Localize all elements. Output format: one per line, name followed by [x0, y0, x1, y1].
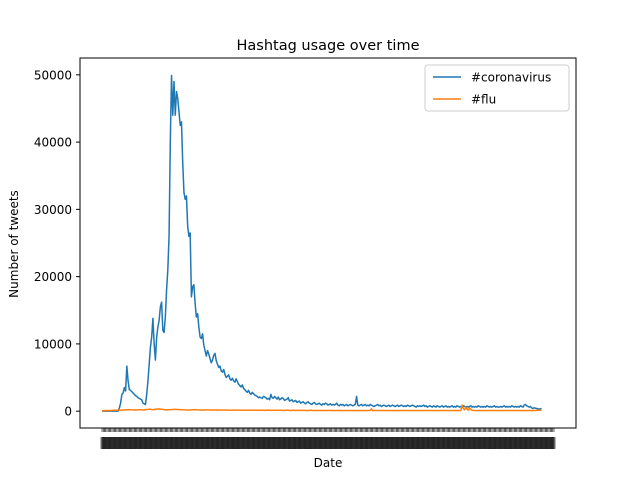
plot-area: [101, 74, 542, 412]
series-line-coronavirus: [102, 74, 542, 412]
x-axis-label: Date: [314, 456, 343, 470]
chart-title: Hashtag usage over time: [237, 38, 420, 54]
x-axis: [100, 428, 556, 449]
y-tick-label: 20000: [34, 270, 72, 284]
y-tick-label: 40000: [34, 136, 72, 150]
y-tick-label: 50000: [34, 68, 72, 82]
plot-frame: [79, 57, 577, 429]
y-axis: 0 10000 20000 30000 40000 50000: [34, 68, 80, 419]
series-line-flu: [101, 404, 542, 412]
legend-entry: #flu: [471, 93, 496, 107]
y-axis-label: Number of tweets: [7, 190, 21, 298]
x-tick-label: [552, 437, 556, 449]
y-tick-label: 30000: [34, 203, 72, 217]
legend: #coronavirus #flu: [424, 64, 570, 112]
y-tick-label: 0: [64, 405, 72, 419]
y-tick-label: 10000: [34, 337, 72, 351]
legend-entry: #coronavirus: [471, 71, 551, 85]
